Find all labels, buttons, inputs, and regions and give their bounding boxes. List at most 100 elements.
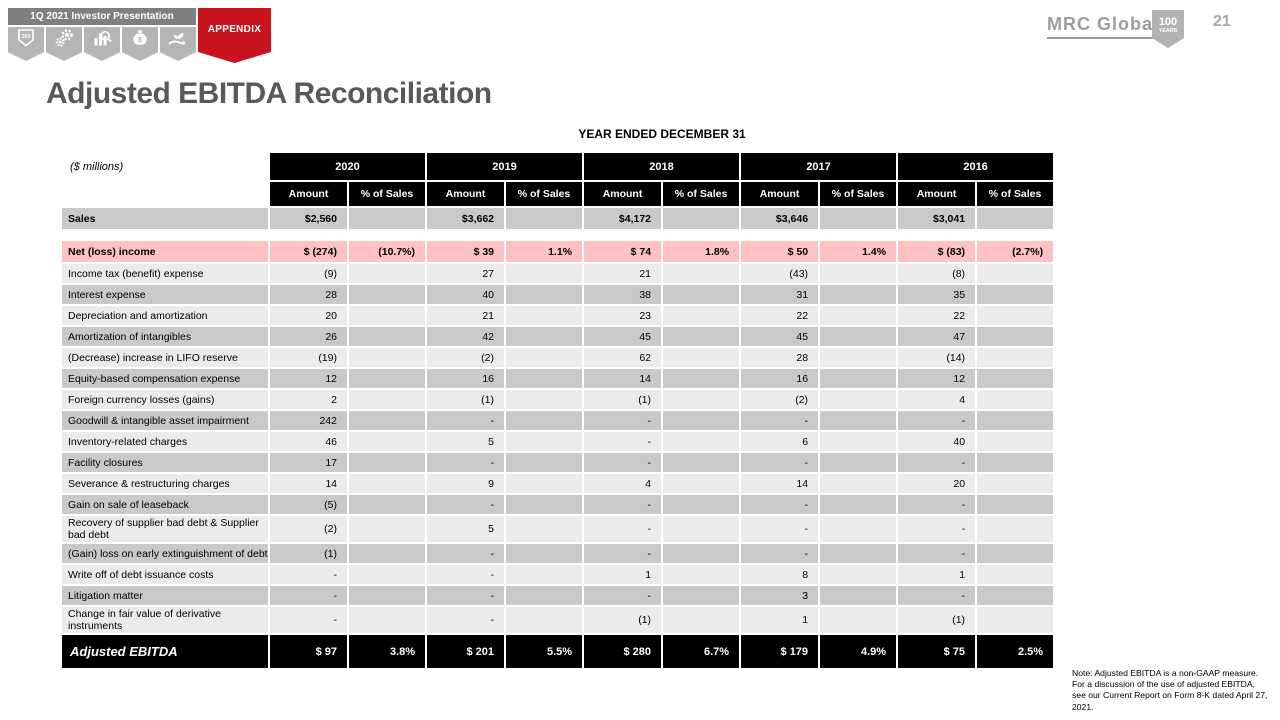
table-row: Sales $2,560 $3,662 $4,172 $3,646 $3,041 [62,208,1054,229]
units-label: ($ millions) [62,153,268,206]
percent-cell [349,208,426,229]
amount-cell: 20 [898,474,976,493]
amount-cell: - [898,453,976,472]
amount-cell: 38 [584,285,662,304]
badge-line1: 100 [1158,16,1178,28]
nav-tab-capital[interactable]: $ [122,27,158,61]
nav-tab-esg[interactable] [160,27,196,61]
amount-cell: 35 [898,285,976,304]
amount-cell: 28 [270,285,347,304]
amount-cell: $ (274) [270,241,347,262]
table-row: Facility closures 17 - - - - [62,453,1054,472]
table-row: Gain on sale of leaseback (5) - - - - [62,495,1054,514]
percent-cell [506,264,583,283]
amount-cell: - [427,453,505,472]
shield-100-icon: 100 [15,27,37,54]
amount-cell: - [584,586,662,606]
percent-cell [820,264,897,283]
amount-subheader: Amount [584,182,662,206]
percent-cell [820,306,897,325]
amount-cell: 21 [427,306,505,325]
percent-cell [506,565,583,585]
amount-cell: - [270,586,347,606]
percent-cell [506,348,583,367]
amount-cell: - [741,516,819,543]
year-header: 2016 [898,153,1054,180]
row-label: Write off of debt issuance costs [62,565,268,585]
amount-cell: - [427,495,505,514]
amount-subheader: Amount [741,182,819,206]
gears-icon [53,27,75,54]
table-row: Depreciation and amortization 20 21 23 22 22 [62,306,1054,325]
percent-cell: 5.5% [506,635,583,669]
year-header: 2018 [584,153,740,180]
amount-cell: - [270,565,347,585]
amount-cell: - [427,544,505,564]
year-header: 2017 [741,153,897,180]
percent-cell [349,264,426,283]
percent-cell [820,369,897,388]
row-label: (Gain) loss on early extinguishment of d… [62,544,268,564]
row-label: Adjusted EBITDA [62,635,268,669]
year-header: 2019 [427,153,583,180]
amount-cell: - [584,432,662,451]
footnote: Note: Adjusted EBITDA is a non-GAAP meas… [1072,668,1268,712]
percent-cell [663,565,740,585]
row-label: Equity-based compensation expense [62,369,268,388]
percent-cell [977,453,1054,472]
percent-cell [663,208,740,229]
amount-cell: $ 201 [427,635,505,669]
row-label: Interest expense [62,285,268,304]
percent-cell [506,586,583,606]
amount-cell: 31 [741,285,819,304]
percent-cell [663,285,740,304]
row-label: Recovery of supplier bad debt & Supplier… [62,516,268,543]
row-label: Inventory-related charges [62,432,268,451]
percent-cell [663,544,740,564]
amount-cell: 62 [584,348,662,367]
percent-cell [820,586,897,606]
amount-cell: 242 [270,411,347,430]
amount-cell: $ 50 [741,241,819,262]
percent-cell [663,390,740,409]
nav-tab-operations[interactable] [46,27,82,61]
amount-cell: 21 [584,264,662,283]
nav-tab-appendix[interactable]: APPENDIX [198,8,271,63]
amount-cell: 40 [427,285,505,304]
amount-cell: (1) [898,607,976,634]
spacer-cell [62,231,1054,239]
amount-cell: (2) [427,348,505,367]
table-row: Amortization of intangibles 26 42 45 45 47 [62,327,1054,346]
percent-cell [663,348,740,367]
table-row: Recovery of supplier bad debt & Supplier… [62,516,1054,543]
nav-tab-overview[interactable]: 100 [8,27,44,61]
amount-subheader: Amount [427,182,505,206]
percent-cell [349,390,426,409]
table-row: Foreign currency losses (gains) 2 (1) (1) (2… [62,390,1054,409]
amount-cell: - [898,495,976,514]
table-row: Equity-based compensation expense 12 16 14 1… [62,369,1054,388]
amount-cell: - [427,411,505,430]
percent-cell [820,495,897,514]
amount-cell: (2) [741,390,819,409]
percent-cell [349,586,426,606]
amount-cell: 3 [741,586,819,606]
percent-cell [349,516,426,543]
amount-cell: 40 [898,432,976,451]
percent-subheader: % of Sales [977,182,1054,206]
percent-cell [506,306,583,325]
amount-cell: 27 [427,264,505,283]
nav-tab-financials[interactable] [84,27,120,61]
amount-cell: $ (83) [898,241,976,262]
percent-cell [506,432,583,451]
percent-cell [349,285,426,304]
reconciliation-table-wrapper: ($ millions) 2020 2019 2018 2017 2016 Amount… [60,151,1055,670]
percent-cell: 1.8% [663,241,740,262]
percent-cell [977,348,1054,367]
table-row: (Gain) loss on early extinguishment of d… [62,544,1054,564]
percent-cell [977,327,1054,346]
amount-cell: $ 74 [584,241,662,262]
reconciliation-table: ($ millions) 2020 2019 2018 2017 2016 Amount… [60,151,1055,670]
page-title: Adjusted EBITDA Reconciliation [46,77,492,110]
row-label: Facility closures [62,453,268,472]
